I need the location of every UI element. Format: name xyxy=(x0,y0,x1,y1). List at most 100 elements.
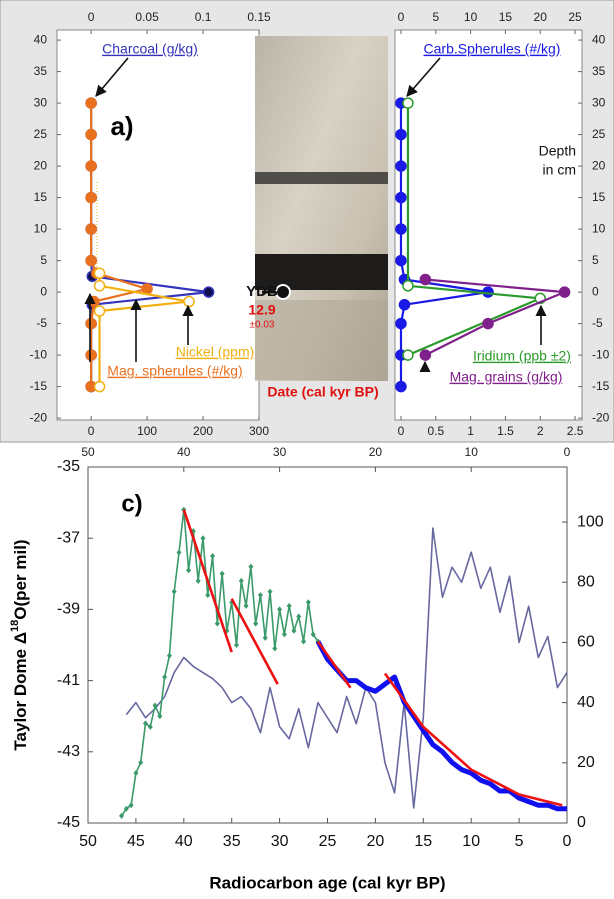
data-point xyxy=(138,759,144,766)
data-point xyxy=(419,349,432,361)
x-tick-label: 0 xyxy=(563,833,572,850)
data-point xyxy=(142,720,148,727)
data-point xyxy=(183,295,195,308)
data-point xyxy=(286,602,292,609)
data-point xyxy=(395,128,407,141)
y-tick-label: -20 xyxy=(30,410,48,424)
x2-tick-label: 20 xyxy=(369,445,383,459)
y-tick-label: 10 xyxy=(34,221,48,235)
data-point xyxy=(398,298,411,311)
data-point xyxy=(85,223,97,235)
data-point xyxy=(93,280,106,292)
annotation: YDB xyxy=(246,283,278,300)
y-tick-label: -45 xyxy=(57,814,80,831)
x2-tick-label: 0 xyxy=(564,445,571,459)
panel-label: c) xyxy=(121,490,142,517)
series-label: Mag. grains (g/kg) xyxy=(450,369,563,385)
x-tick-label: 15 xyxy=(499,10,513,24)
data-point xyxy=(157,713,163,720)
data-point xyxy=(310,631,316,638)
series-label: Mag. spherules (#/kg) xyxy=(107,363,242,379)
data-point xyxy=(277,606,283,613)
y-tick-label: -43 xyxy=(57,743,80,760)
data-point xyxy=(166,652,172,659)
data-point xyxy=(402,349,414,361)
data-point xyxy=(128,802,134,809)
x-tick-label: 20 xyxy=(534,10,548,24)
x-tick-label: 10 xyxy=(462,833,480,850)
y-axis-title-part: 18 xyxy=(9,620,21,632)
data-point xyxy=(305,599,311,606)
x-axis-title: Radiocarbon age (cal kyr BP) xyxy=(209,873,445,892)
y2-tick-label: 40 xyxy=(577,694,595,711)
y-tick-label: 30 xyxy=(34,95,48,109)
y-tick-label: 20 xyxy=(592,158,606,172)
x-tick-label: 0 xyxy=(88,424,95,438)
x-tick-label: 2 xyxy=(537,424,544,438)
annotation: Date (cal kyr BP) xyxy=(267,384,378,400)
x2-tick-label: 40 xyxy=(177,445,191,459)
annotation: 12.9 xyxy=(248,302,275,318)
data-point xyxy=(402,97,414,109)
photo-band xyxy=(255,172,388,184)
series-label: Charcoal (g/kg) xyxy=(102,41,198,57)
x-tick-label: 0 xyxy=(398,424,405,438)
data-point xyxy=(85,160,97,172)
data-point xyxy=(243,602,249,609)
y-tick-label: -35 xyxy=(57,458,80,475)
x2-tick-label: 50 xyxy=(81,445,95,459)
annotation: in cm xyxy=(543,162,576,178)
data-point xyxy=(238,577,244,584)
x-tick-label: 25 xyxy=(319,833,337,850)
y-axis-title-part: O(per mil) xyxy=(11,539,30,619)
x-tick-label: 1.5 xyxy=(497,424,514,438)
x-tick-label: 35 xyxy=(223,833,241,850)
series-line xyxy=(120,508,319,817)
photo-band xyxy=(255,300,388,380)
series-line xyxy=(383,672,563,807)
data-point xyxy=(395,380,407,393)
data-point xyxy=(162,674,168,681)
data-point xyxy=(202,286,215,298)
y-tick-label: 0 xyxy=(40,284,47,298)
y-tick-label: -41 xyxy=(57,672,80,689)
data-point xyxy=(395,191,407,204)
series-label: Iridium (ppb ±2) xyxy=(473,348,571,364)
series-line xyxy=(182,509,233,653)
data-point xyxy=(147,723,153,730)
data-point xyxy=(176,549,182,556)
x-tick-label: 2.5 xyxy=(567,424,584,438)
plot-frame xyxy=(87,466,568,824)
series-line xyxy=(424,278,566,357)
x-tick-label: 50 xyxy=(79,833,97,850)
data-point xyxy=(85,254,97,267)
x-tick-label: 5 xyxy=(432,10,439,24)
data-point xyxy=(85,128,97,141)
y-tick-label: -5 xyxy=(36,316,47,330)
y2-tick-label: 100 xyxy=(577,513,604,530)
x-tick-label: 15 xyxy=(414,833,432,850)
x-tick-label: 300 xyxy=(249,424,269,438)
y-tick-label: 25 xyxy=(592,127,606,141)
y-tick-label: 35 xyxy=(34,64,48,78)
x-tick-label: 0.1 xyxy=(195,10,212,24)
x-tick-label: 100 xyxy=(137,424,157,438)
data-point xyxy=(85,349,97,361)
y-tick-label: -10 xyxy=(592,347,610,361)
data-point xyxy=(133,770,139,777)
y2-tick-label: 80 xyxy=(577,573,595,590)
y-tick-label: 15 xyxy=(592,190,606,204)
series-label: Nickel (ppm) xyxy=(176,344,255,360)
data-point xyxy=(85,97,97,109)
x-tick-label: 30 xyxy=(271,833,289,850)
data-point xyxy=(419,273,432,286)
y-tick-label: 0 xyxy=(592,284,599,298)
x-tick-label: 10 xyxy=(464,10,478,24)
data-point xyxy=(262,634,268,641)
data-point xyxy=(395,317,407,330)
x-tick-label: 200 xyxy=(193,424,213,438)
y-tick-label: -15 xyxy=(592,379,610,393)
annotation: ±0.03 xyxy=(250,320,275,331)
series-line xyxy=(125,527,568,809)
data-point xyxy=(219,570,225,577)
